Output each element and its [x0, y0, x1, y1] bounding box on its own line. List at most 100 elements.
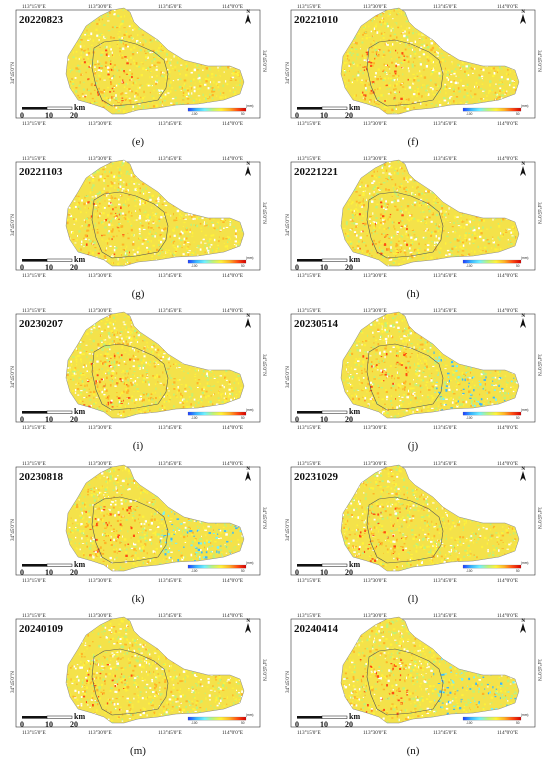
lon-tick-label: 113°15'0"E — [22, 729, 46, 736]
color-legend: -100 50(mm) — [187, 104, 253, 116]
district-boundary — [91, 39, 169, 107]
lon-tick-label: 114°0'0"E — [222, 3, 243, 10]
lon-tick-label: 113°15'0"E — [297, 460, 321, 467]
scale-tick-label: 0 — [20, 263, 24, 272]
lon-tick-label: 113°30'0"E — [88, 307, 112, 314]
color-legend: -100 50(mm) — [462, 408, 528, 420]
district-boundary — [366, 648, 444, 716]
scale-bar: km 0 10 20 — [20, 407, 85, 424]
lon-tick-label: 114°0'0"E — [222, 729, 243, 736]
scale-tick-label: 20 — [70, 111, 78, 120]
date-label: 20221103 — [19, 166, 63, 178]
lon-tick-label: 113°30'0"E — [363, 272, 387, 279]
lon-tick-label: 113°45'0"E — [433, 424, 457, 431]
lon-tick-label: 113°45'0"E — [158, 120, 182, 127]
scale-tick-label: 20 — [345, 415, 353, 424]
lon-tick-label: 113°45'0"E — [433, 3, 457, 10]
lon-tick-label: 113°30'0"E — [363, 460, 387, 467]
legend-unit: (mm) — [246, 713, 253, 717]
lon-tick-label: 113°15'0"E — [22, 424, 46, 431]
lon-tick-label: 113°30'0"E — [363, 3, 387, 10]
lat-tick-label: 34°45'0"N — [536, 202, 543, 224]
lon-tick-label: 113°30'0"E — [363, 729, 387, 736]
lon-tick-label: 113°30'0"E — [363, 612, 387, 619]
map-panel: 113°15'0"E 113°15'0"E 113°30'0"E 113°30'0"E… — [283, 612, 543, 736]
scale-tick-label: 10 — [320, 111, 328, 120]
scale-bar: km 0 10 20 — [295, 560, 360, 577]
scale-tick-label: 10 — [320, 720, 328, 729]
lon-tick-label: 114°0'0"E — [222, 120, 243, 127]
svg-text:N: N — [246, 10, 250, 15]
legend-unit: (mm) — [246, 408, 253, 412]
scale-tick-label: 20 — [345, 111, 353, 120]
date-label: 20230207 — [19, 318, 64, 330]
panel-letter: (g) — [131, 288, 145, 300]
panel-letter: (m) — [130, 745, 146, 757]
lon-tick-label: 113°15'0"E — [297, 3, 321, 10]
district-boundary — [91, 191, 169, 259]
date-label: 20221010 — [294, 14, 339, 26]
legend-min: -100 — [466, 416, 473, 420]
lon-tick-label: 114°0'0"E — [497, 577, 518, 584]
color-legend: -100 50(mm) — [462, 561, 528, 573]
lon-tick-label: 113°30'0"E — [363, 307, 387, 314]
lon-tick-label: 113°45'0"E — [158, 3, 182, 10]
color-legend: -100 50(mm) — [187, 561, 253, 573]
map-panel: 113°15'0"E 113°15'0"E 113°30'0"E 113°30'0"E… — [8, 155, 268, 279]
north-arrow-icon: N — [245, 467, 251, 481]
scale-bar: km 0 10 20 — [20, 255, 85, 272]
lon-tick-label: 113°15'0"E — [297, 729, 321, 736]
region-boundary — [340, 616, 520, 724]
date-label: 20240109 — [19, 623, 64, 635]
map-figure: 113°15'0"E 113°15'0"E 113°30'0"E 113°30'0"E… — [9, 3, 268, 127]
lon-tick-label: 113°45'0"E — [158, 272, 182, 279]
lon-tick-label: 113°30'0"E — [88, 272, 112, 279]
lon-tick-label: 114°0'0"E — [497, 612, 518, 619]
lon-tick-label: 113°45'0"E — [158, 155, 182, 162]
district-boundary — [91, 496, 169, 564]
region-boundary — [65, 311, 245, 419]
lon-tick-label: 114°0'0"E — [497, 272, 518, 279]
lat-tick-label: 34°45'0"N — [261, 50, 268, 72]
date-label: 20230514 — [294, 318, 339, 330]
legend-max: 50 — [516, 416, 520, 420]
scale-tick-label: 20 — [70, 415, 78, 424]
region-boundary — [340, 311, 520, 419]
lon-tick-label: 113°45'0"E — [433, 577, 457, 584]
legend-unit: (mm) — [246, 561, 253, 565]
lon-tick-label: 114°0'0"E — [497, 729, 518, 736]
legend-max: 50 — [516, 264, 520, 268]
lon-tick-label: 113°45'0"E — [433, 272, 457, 279]
lon-tick-label: 113°15'0"E — [297, 155, 321, 162]
scale-unit: km — [349, 560, 360, 569]
map-panel: 113°15'0"E 113°15'0"E 113°30'0"E 113°30'0"E… — [8, 3, 268, 127]
legend-min: -100 — [191, 264, 198, 268]
lon-tick-label: 113°45'0"E — [433, 729, 457, 736]
lon-tick-label: 114°0'0"E — [222, 577, 243, 584]
lat-tick-label: 34°45'0"N — [284, 214, 291, 236]
color-legend: -100 50(mm) — [462, 104, 528, 116]
scale-unit: km — [349, 407, 360, 416]
map-panel: 113°15'0"E 113°15'0"E 113°30'0"E 113°30'0"E… — [8, 612, 268, 736]
lat-tick-label: 34°45'0"N — [536, 507, 543, 529]
district-boundary — [91, 343, 169, 411]
scale-tick-label: 10 — [320, 263, 328, 272]
lon-tick-label: 113°15'0"E — [297, 307, 321, 314]
legend-max: 50 — [516, 112, 520, 116]
scale-tick-label: 20 — [345, 263, 353, 272]
lat-tick-label: 34°45'0"N — [9, 671, 16, 693]
legend-unit: (mm) — [521, 408, 528, 412]
lon-tick-label: 113°30'0"E — [88, 3, 112, 10]
lon-tick-label: 114°0'0"E — [497, 424, 518, 431]
legend-unit: (mm) — [521, 104, 528, 108]
lat-tick-label: 34°45'0"N — [261, 354, 268, 376]
panel-letter: (e) — [131, 136, 145, 148]
lon-tick-label: 113°30'0"E — [363, 424, 387, 431]
lat-tick-label: 34°45'0"N — [9, 62, 16, 84]
map-panel: 113°15'0"E 113°15'0"E 113°30'0"E 113°30'0"E… — [283, 3, 543, 127]
lon-tick-label: 113°15'0"E — [22, 3, 46, 10]
scale-unit: km — [74, 712, 85, 721]
map-figure: 113°15'0"E 113°15'0"E 113°30'0"E 113°30'0"E… — [284, 612, 543, 736]
scale-bar: km 0 10 20 — [295, 407, 360, 424]
lon-tick-label: 113°15'0"E — [297, 120, 321, 127]
